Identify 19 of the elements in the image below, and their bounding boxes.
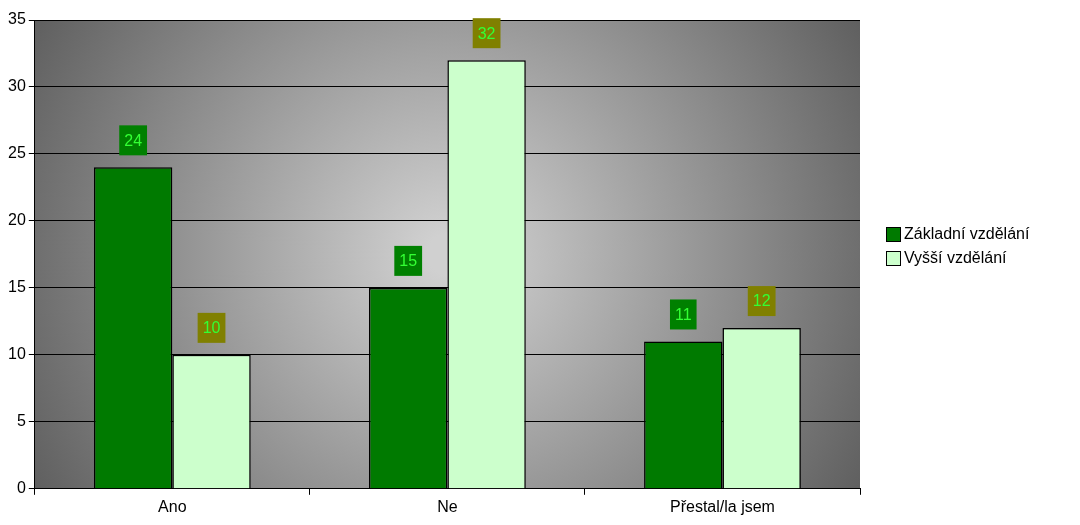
data-label: 12: [752, 292, 771, 310]
y-tick-label: 10: [8, 345, 26, 363]
data-label: 32: [477, 24, 496, 42]
legend-label: Základní vzdělání: [904, 225, 1030, 243]
x-tick-label: Ano: [158, 497, 187, 515]
legend-label: Vyšší vzdělání: [904, 249, 1007, 267]
data-label: 11: [674, 305, 692, 323]
data-label: 15: [399, 252, 418, 270]
data-label: 24: [124, 131, 143, 149]
y-tick-label: 25: [8, 144, 26, 162]
x-tick-label: Ne: [437, 497, 458, 515]
y-tick-label: 0: [16, 479, 26, 497]
x-tick-label: Přestal/la jsem: [670, 497, 775, 515]
y-tick-label: 20: [8, 211, 26, 229]
y-tick-label: 35: [8, 10, 26, 28]
data-label: 10: [202, 319, 221, 337]
y-tick-label: 15: [8, 278, 26, 296]
y-tick-label: 5: [16, 412, 26, 430]
y-tick-label: 30: [8, 77, 26, 95]
